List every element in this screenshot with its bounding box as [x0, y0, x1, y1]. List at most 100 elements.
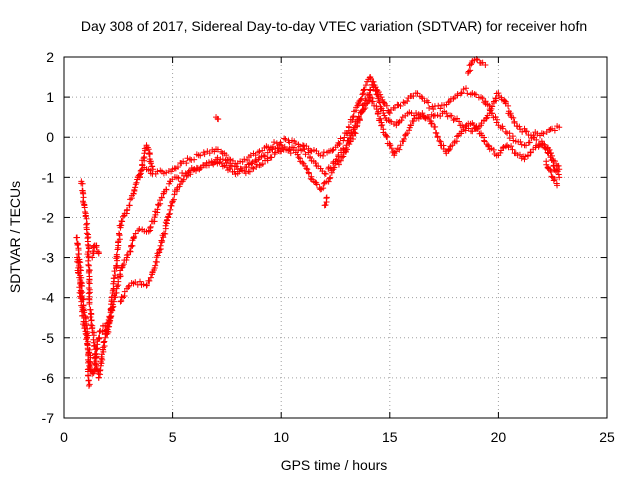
data-point: [336, 140, 343, 147]
data-point: [117, 298, 124, 305]
data-point: [118, 217, 125, 224]
data-point: [90, 250, 97, 257]
data-point: [285, 147, 292, 154]
data-point: [249, 164, 256, 171]
data-point: [304, 166, 311, 173]
x-axis-label: GPS time / hours: [281, 457, 388, 473]
data-point: [305, 169, 312, 176]
data-point: [214, 146, 221, 153]
data-point: [124, 206, 131, 213]
data-point: [464, 90, 471, 97]
data-point: [149, 163, 156, 170]
data-point: [140, 281, 147, 288]
data-point: [448, 112, 455, 119]
data-point: [307, 175, 314, 182]
data-point: [322, 170, 329, 177]
data-point: [119, 213, 126, 220]
data-point: [404, 130, 411, 137]
chart-title: Day 308 of 2017, Sidereal Day-to-day VTE…: [81, 18, 587, 34]
data-point: [136, 225, 143, 232]
data-point: [453, 133, 460, 140]
data-point: [545, 150, 552, 157]
data-point: [154, 206, 161, 213]
x-tick-label: 20: [491, 429, 507, 445]
data-point: [299, 159, 306, 166]
data-point: [81, 325, 88, 332]
data-point: [76, 289, 83, 296]
data-point: [76, 274, 83, 281]
data-point: [108, 306, 115, 313]
data-point: [205, 162, 212, 169]
data-point: [84, 220, 91, 227]
data-point: [378, 122, 385, 129]
data-point: [77, 295, 84, 302]
data-point: [282, 136, 289, 143]
data-point: [400, 99, 407, 106]
data-point: [145, 228, 152, 235]
data-point: [396, 146, 403, 153]
series-track-c: [102, 81, 563, 337]
data-point: [206, 150, 213, 157]
data-point: [129, 242, 136, 249]
data-point: [547, 154, 554, 161]
data-point: [295, 154, 302, 161]
data-point: [469, 128, 476, 135]
data-point: [119, 262, 126, 269]
data-point: [554, 168, 561, 175]
data-point: [170, 196, 177, 203]
data-point: [146, 277, 153, 284]
data-point: [273, 140, 280, 147]
data-point: [384, 133, 391, 140]
data-point: [131, 233, 138, 240]
data-point: [485, 142, 492, 149]
data-point: [226, 166, 233, 173]
data-point: [223, 152, 230, 159]
data-point: [445, 99, 452, 106]
data-point: [406, 127, 413, 134]
data-point: [85, 279, 92, 286]
data-point: [465, 68, 472, 75]
data-point: [404, 98, 411, 105]
y-tick-labels: -7 -6 -5 -4 -3 -2 -1 0 1 2: [42, 49, 55, 426]
data-point: [519, 128, 526, 135]
data-point: [146, 151, 153, 158]
data-point: [375, 89, 382, 96]
data-point: [302, 162, 309, 169]
x-tick-label: 25: [599, 429, 615, 445]
data-point: [74, 242, 81, 249]
data-point: [85, 245, 92, 252]
y-tick-label: 0: [46, 129, 54, 145]
data-point: [93, 244, 100, 251]
data-point: [274, 144, 281, 151]
y-tick-label: -4: [42, 290, 55, 306]
data-point: [508, 143, 515, 150]
data-point: [511, 118, 518, 125]
data-point: [533, 136, 540, 143]
data-point: [554, 182, 561, 189]
x-tick-label: 5: [169, 429, 177, 445]
data-point: [549, 157, 556, 164]
series-track-e: [74, 242, 102, 389]
data-point: [510, 114, 517, 121]
data-point: [237, 158, 244, 165]
data-point: [383, 102, 390, 109]
data-point: [180, 158, 187, 165]
data-point: [281, 135, 288, 142]
data-point: [551, 176, 558, 183]
data-point: [386, 110, 393, 117]
data-point: [481, 137, 488, 144]
data-point: [121, 288, 128, 295]
series-track-b: [117, 94, 563, 305]
data-point: [90, 243, 97, 250]
y-tick-label: -2: [42, 209, 55, 225]
data-point: [132, 184, 139, 191]
data-point: [331, 164, 338, 171]
data-point: [349, 114, 356, 121]
data-point: [85, 377, 92, 384]
data-point: [355, 113, 362, 120]
data-point: [349, 130, 356, 137]
data-point: [550, 163, 557, 170]
data-point: [148, 160, 155, 167]
data-point: [83, 336, 90, 343]
axis-ticks: [63, 56, 608, 419]
